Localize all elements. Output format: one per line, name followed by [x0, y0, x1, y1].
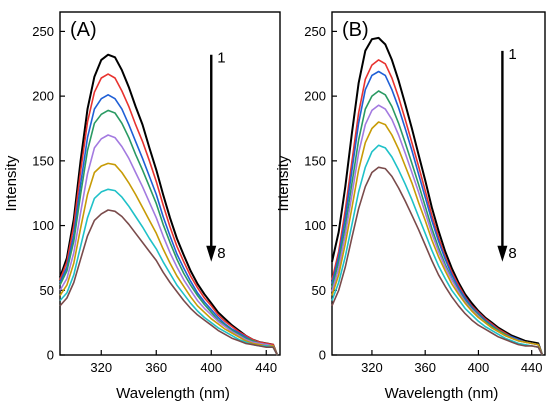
series-line — [59, 134, 279, 356]
x-tick-label: 400 — [200, 360, 222, 375]
series-line — [59, 73, 279, 356]
y-tick-label: 250 — [32, 24, 54, 39]
x-tick-label: 360 — [414, 360, 436, 375]
arrow-bottom-label: 8 — [217, 245, 225, 262]
y-axis-title: Intensity — [3, 155, 20, 211]
x-axis-title: Wavelength (nm) — [116, 385, 230, 402]
series-line — [59, 109, 279, 356]
series-line — [59, 162, 279, 356]
x-tick-label: 440 — [255, 360, 277, 375]
x-tick-label: 400 — [468, 360, 490, 375]
series-line — [331, 166, 544, 356]
series-line — [331, 144, 544, 356]
series-line — [59, 209, 279, 356]
x-tick-label: 440 — [521, 360, 543, 375]
y-tick-label: 150 — [304, 153, 326, 168]
arrow-bottom-label: 8 — [508, 245, 516, 262]
x-tick-label: 320 — [361, 360, 383, 375]
y-tick-label: 0 — [319, 348, 326, 363]
y-tick-label: 250 — [304, 24, 326, 39]
series-line — [59, 188, 279, 356]
arrow-top-label: 1 — [508, 46, 516, 63]
y-tick-label: 0 — [47, 348, 54, 363]
series-line — [331, 59, 544, 356]
panel-b: 0 50 100 150 200 250 320 360 400 440 Wavelength (n… — [275, 11, 546, 402]
y-tick-label: 50 — [312, 283, 326, 298]
panel-a: 0 50 100 150 200 250 320 360 400 440 Wavelength (n… — [3, 11, 281, 402]
plot-frame — [59, 11, 281, 356]
panel-label: (B) — [342, 19, 369, 41]
y-tick-label: 50 — [40, 283, 54, 298]
arrow-head — [497, 245, 508, 262]
y-axis-title: Intensity — [275, 155, 292, 211]
arrow-top-label: 1 — [217, 50, 225, 67]
x-tick-label: 320 — [90, 360, 112, 375]
y-tick-label: 100 — [32, 218, 54, 233]
y-tick-label: 100 — [304, 218, 326, 233]
series-line — [331, 36, 544, 356]
y-tick-label: 150 — [32, 153, 54, 168]
y-tick-label: 200 — [32, 89, 54, 104]
plot-frame — [331, 11, 546, 356]
x-tick-label: 360 — [145, 360, 167, 375]
x-axis-title: Wavelength (nm) — [385, 385, 499, 402]
series-line — [59, 94, 279, 356]
y-tick-label: 200 — [304, 89, 326, 104]
series-line — [331, 121, 544, 356]
panel-label: (A) — [70, 19, 97, 41]
arrow-head — [206, 245, 217, 262]
